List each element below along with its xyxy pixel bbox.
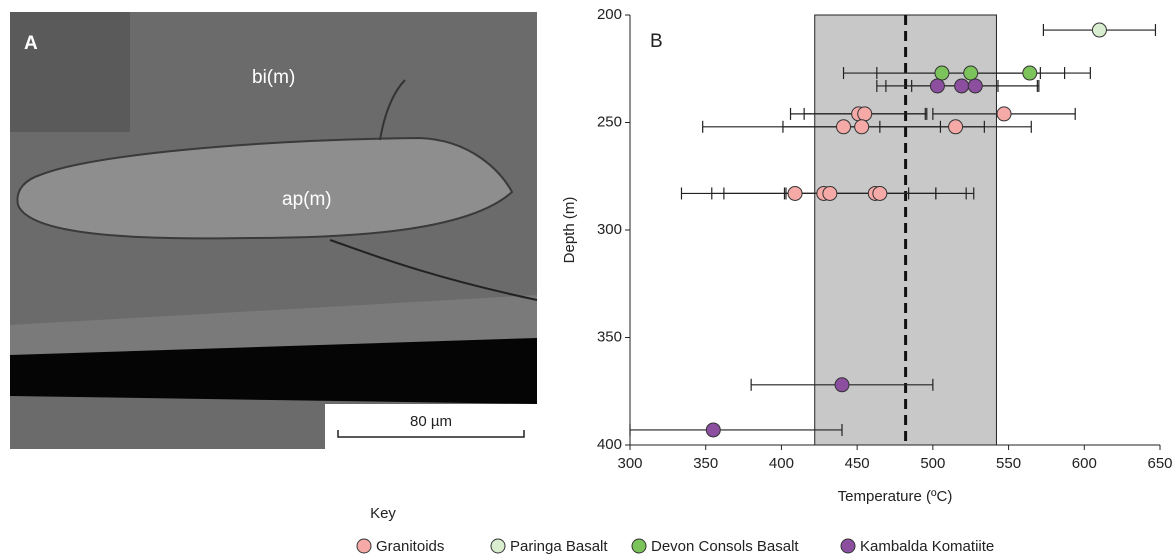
point <box>1022 65 1038 81</box>
legend-title: Key <box>370 505 396 522</box>
crack <box>329 239 538 301</box>
legend-label: Granitoids <box>376 538 444 555</box>
point <box>854 119 870 135</box>
point <box>872 185 888 201</box>
x-tick-label: 650 <box>1147 455 1172 472</box>
y-tick-label: 400 <box>597 436 622 453</box>
point <box>787 185 803 201</box>
apatite-grain <box>16 136 514 240</box>
point <box>1091 22 1107 38</box>
x-tick-label: 600 <box>1072 455 1097 472</box>
point <box>834 377 850 393</box>
legend-label: Paringa Basalt <box>510 538 608 555</box>
x-tick-label: 300 <box>617 455 642 472</box>
point <box>954 78 970 94</box>
y-axis-label: Depth (m) <box>561 197 578 264</box>
point <box>948 119 964 135</box>
y-tick-label: 350 <box>597 328 622 345</box>
x-tick-label: 550 <box>996 455 1021 472</box>
x-tick-label: 400 <box>769 455 794 472</box>
point <box>967 78 983 94</box>
y-tick-label: 250 <box>597 113 622 130</box>
x-tick-label: 450 <box>845 455 870 472</box>
annotation: bi(m) <box>252 67 295 88</box>
point <box>857 106 873 122</box>
micrograph: A bi(m) ap(m) 80 µm <box>10 12 538 449</box>
dark-band <box>10 338 537 404</box>
legend-label: Kambalda Komatiite <box>860 538 994 555</box>
error-bar <box>629 423 843 436</box>
point <box>836 119 852 135</box>
legend-marker <box>840 538 856 554</box>
dark-region <box>10 12 130 132</box>
y-tick-label: 200 <box>597 6 622 23</box>
scale-bar-box <box>325 404 537 449</box>
annotation: ap(m) <box>282 189 332 210</box>
legend-marker <box>490 538 506 554</box>
crack <box>379 79 406 141</box>
point <box>934 65 950 81</box>
scale-bar <box>337 430 525 438</box>
point <box>705 422 721 438</box>
point <box>822 185 838 201</box>
x-tick-label: 500 <box>920 455 945 472</box>
point <box>963 65 979 81</box>
legend-marker <box>631 538 647 554</box>
x-tick-label: 350 <box>693 455 718 472</box>
y-tick-label: 300 <box>597 221 622 238</box>
point <box>996 106 1012 122</box>
legend-marker <box>356 538 372 554</box>
point <box>929 78 945 94</box>
scale-bar-label: 80 µm <box>410 413 452 430</box>
legend-label: Devon Consols Basalt <box>651 538 799 555</box>
panel-label: B <box>650 31 663 52</box>
panel-label: A <box>24 33 38 54</box>
x-axis-label: Temperature (ºC) <box>838 488 953 505</box>
